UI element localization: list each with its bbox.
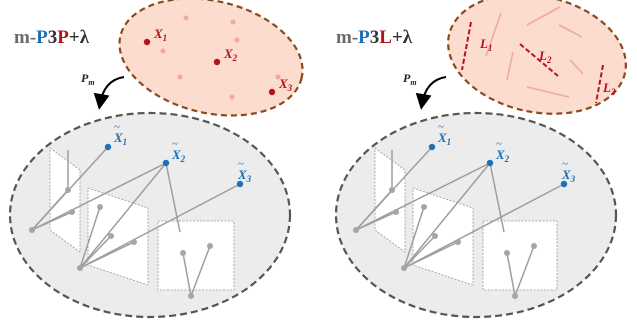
projected-points-left <box>29 187 213 299</box>
svg-text:L2: L2 <box>538 48 552 65</box>
svg-text:X1: X1 <box>153 26 167 43</box>
projected-x1: X1 ~ <box>104 121 127 151</box>
svg-text:X2: X2 <box>223 46 238 63</box>
scene-line-l1: L1 <box>461 21 492 71</box>
projected-x3: X3 ~ <box>236 158 252 188</box>
scene-ellipse-left <box>118 0 304 117</box>
tilde-mark: ~ <box>496 138 502 150</box>
projection-arrow-right <box>415 76 447 110</box>
scene-point-x2: X2 <box>213 46 238 66</box>
projected-x1-right: X1 ~ <box>428 121 451 151</box>
image-plane-2-left <box>87 187 149 286</box>
scene-line-l3: L3 <box>595 64 616 104</box>
svg-text:X3: X3 <box>278 76 293 93</box>
left-panel: m-P3P+λ X1 X2 X3 Pm <box>8 0 304 319</box>
left-title: m-P3P+λ <box>14 27 90 48</box>
scene-point-x1: X1 <box>143 26 167 46</box>
tilde-mark: ~ <box>172 138 178 150</box>
scene-ellipse-right <box>447 0 627 115</box>
svg-text:X3: X3 <box>561 167 576 184</box>
image-plane-1-right <box>374 147 406 253</box>
image-plane-1-left <box>49 147 81 253</box>
svg-text:X3: X3 <box>237 167 252 184</box>
image-plane-3-right <box>482 220 558 291</box>
tilde-mark: ~ <box>562 158 568 170</box>
right-title: m-P3L+λ <box>336 27 413 48</box>
projection-label-left: Pm <box>81 71 95 87</box>
projection-label-right: Pm <box>403 71 417 87</box>
tilde-mark: ~ <box>238 158 244 170</box>
svg-text:L1: L1 <box>479 36 492 53</box>
svg-text:X2: X2 <box>171 147 186 164</box>
svg-text:L3: L3 <box>602 80 616 97</box>
projected-x3-right: X3 ~ <box>560 158 576 188</box>
projected-x2: X2 ~ <box>162 138 186 167</box>
faint-lines-right <box>485 6 584 98</box>
projection-arrow-left <box>93 76 125 110</box>
projected-points-right <box>353 187 537 299</box>
faint-points-left <box>160 15 281 100</box>
svg-text:X1: X1 <box>113 130 127 147</box>
tilde-mark: ~ <box>114 121 120 133</box>
right-panel: m-P3L+λ L1 L2 L3 Pm <box>334 0 627 319</box>
projected-x2-right: X2 ~ <box>486 138 510 167</box>
svg-text:X2: X2 <box>495 147 510 164</box>
image-plane-3-left <box>157 220 235 291</box>
scene-line-l2: L2 <box>519 43 559 77</box>
svg-text:X1: X1 <box>437 130 451 147</box>
tilde-mark: ~ <box>438 121 444 133</box>
scene-point-x3: X3 <box>268 76 293 96</box>
